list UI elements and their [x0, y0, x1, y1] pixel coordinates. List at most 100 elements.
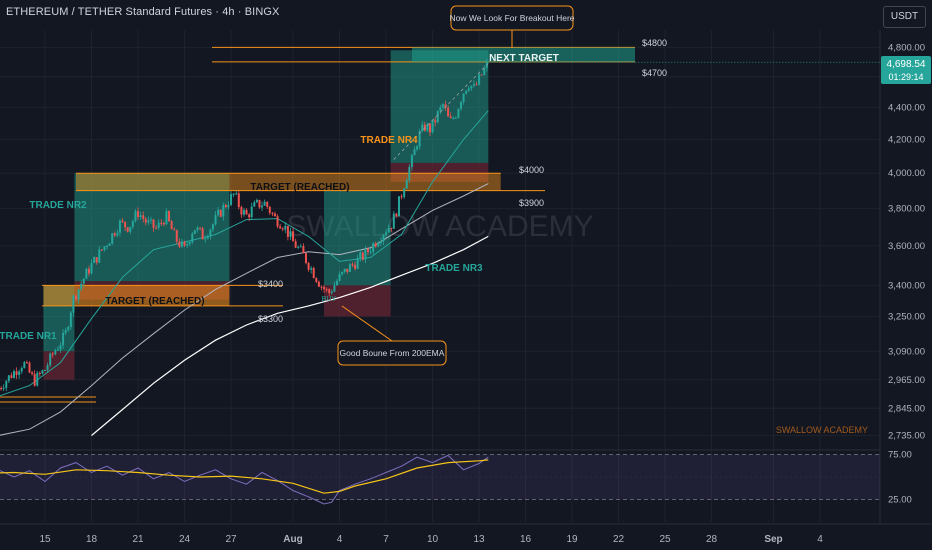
candle-body — [335, 280, 338, 286]
candle-body — [13, 371, 16, 378]
candle — [25, 360, 28, 364]
candle — [211, 223, 214, 233]
candle — [480, 74, 483, 76]
candle-body — [273, 213, 276, 217]
price-axis-label: 3,800.00 — [888, 204, 925, 215]
candle — [248, 212, 251, 222]
candle-body — [142, 215, 145, 219]
candle — [294, 238, 297, 248]
candle-body — [232, 193, 235, 195]
candle — [255, 198, 258, 204]
candle — [335, 279, 338, 287]
candle-body — [95, 257, 98, 263]
candle-body — [348, 264, 351, 272]
candle-body — [354, 264, 357, 269]
candle-body — [121, 220, 124, 222]
candle-body — [59, 345, 62, 350]
candle-body — [359, 252, 362, 258]
price-axis-label: 2,735.00 — [888, 431, 925, 442]
candle-body — [51, 353, 54, 355]
candle — [10, 372, 13, 379]
candle-body — [395, 213, 398, 217]
candle-body — [224, 205, 227, 207]
candle — [59, 342, 62, 353]
candle — [408, 164, 411, 183]
candle — [333, 281, 336, 293]
candle-body — [447, 107, 450, 117]
candle-body — [38, 372, 41, 374]
candle-body — [400, 196, 403, 198]
trade4-label: TRADE NR4 — [360, 135, 418, 146]
time-axis-label: 18 — [86, 534, 98, 545]
candle — [369, 248, 372, 255]
candle — [400, 193, 403, 200]
candle — [452, 116, 455, 120]
candle-body — [325, 289, 328, 291]
candle — [80, 280, 83, 292]
candle — [359, 249, 362, 262]
candle-body — [374, 243, 377, 247]
ema-slow-line — [91, 235, 489, 436]
trade-zone-profit — [390, 50, 489, 163]
candle-body — [54, 350, 57, 355]
candle — [364, 246, 367, 264]
candle — [209, 228, 212, 240]
price-axis-label: 4,000.00 — [888, 168, 925, 179]
price-axis-label: 3,600.00 — [888, 241, 925, 252]
candle — [131, 219, 134, 230]
level-4000-label: $4000 — [519, 165, 544, 175]
candle — [279, 223, 282, 229]
candle — [95, 256, 98, 265]
candle — [139, 211, 142, 220]
candle-body — [165, 211, 168, 225]
candle-body — [397, 196, 400, 217]
candle-body — [351, 264, 354, 266]
candle — [23, 360, 26, 369]
price-tag-countdown: 01:29:14 — [888, 72, 923, 82]
candle-body — [320, 286, 323, 288]
candle — [449, 112, 452, 119]
level-3300-label: $3300 — [258, 314, 283, 324]
candle-body — [480, 74, 483, 76]
price-axis-label: 4,200.00 — [888, 135, 925, 146]
currency-button[interactable]: USDT — [883, 6, 926, 28]
trade1-label: TRADE NR1 — [0, 331, 57, 342]
candles — [0, 58, 488, 392]
candle — [385, 229, 388, 238]
candle — [199, 227, 202, 230]
candle — [196, 225, 199, 233]
candle-body — [222, 205, 225, 217]
candle-body — [116, 232, 119, 236]
candle — [392, 210, 395, 229]
candle-body — [219, 210, 222, 217]
candle — [186, 240, 189, 248]
rsi-axis-label-25: 25.00 — [888, 495, 912, 506]
ema-mid-line — [0, 183, 489, 436]
candle-body — [186, 244, 189, 246]
candle-body — [253, 202, 256, 207]
candle — [7, 374, 10, 384]
candle — [201, 226, 204, 240]
candle-body — [240, 207, 243, 215]
candle-body — [457, 108, 460, 118]
candle-body — [364, 248, 367, 260]
candle-body — [118, 220, 121, 233]
bounce-callout-pointer — [341, 305, 393, 342]
candle — [436, 110, 439, 124]
price-tag-value: 4,698.54 — [887, 59, 926, 70]
rsi-line — [0, 454, 489, 505]
candle-body — [366, 248, 369, 252]
candle-body — [245, 209, 248, 215]
candle — [160, 219, 163, 226]
candle-body — [157, 222, 160, 228]
candle-body — [175, 230, 178, 242]
level-lines — [0, 46, 635, 403]
candle — [72, 294, 75, 317]
candle-body — [268, 206, 271, 213]
candle-body — [323, 287, 326, 290]
candle — [312, 266, 315, 279]
candle-body — [279, 226, 282, 229]
candle — [390, 227, 393, 232]
candle-body — [204, 238, 207, 240]
